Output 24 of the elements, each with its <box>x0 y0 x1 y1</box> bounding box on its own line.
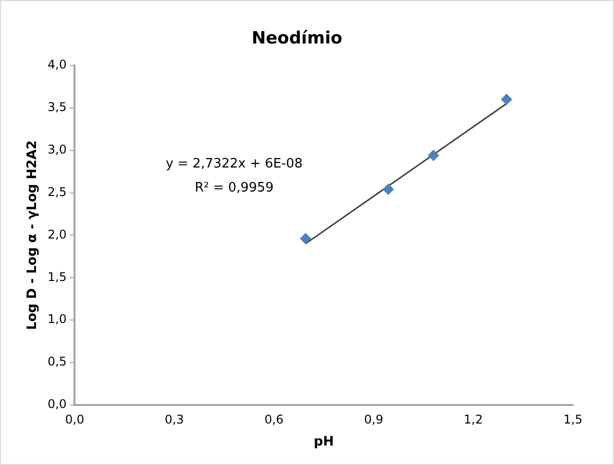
x-tick-label: 0,9 <box>364 412 384 426</box>
point <box>501 94 512 105</box>
x-tick-label: 0,3 <box>164 412 184 426</box>
y-tick-label: 2,0 <box>48 227 67 242</box>
y-tick-label: 3,5 <box>48 100 67 114</box>
y-tick-label: 4,0 <box>48 58 67 72</box>
point <box>428 150 439 161</box>
y-tick-label: 3,0 <box>48 142 67 156</box>
x-axis-title: pH <box>314 434 334 450</box>
y-axis-title: Log D - Log α - γLog H2A2 <box>25 140 40 330</box>
x-tick-label: 1,2 <box>464 412 483 426</box>
y-tick-label: 1,5 <box>48 270 67 284</box>
chart-title: Neodímio <box>252 28 342 49</box>
point <box>300 233 312 244</box>
annotation: y = 2,7322x + 6E-08 <box>166 156 303 172</box>
x-tick-label: 0,6 <box>264 412 284 426</box>
y-tick-label: 1,0 <box>48 312 67 326</box>
y-tick-label: 2,5 <box>48 184 67 199</box>
x-tick-label: 1,5 <box>563 412 583 426</box>
y-tick-label: 0,0 <box>48 397 67 412</box>
y-tick-label: 0,5 <box>48 354 67 369</box>
x-tick-label: 0,0 <box>65 412 84 426</box>
annotation: R² = 0,9959 <box>194 180 274 196</box>
point <box>382 184 394 195</box>
